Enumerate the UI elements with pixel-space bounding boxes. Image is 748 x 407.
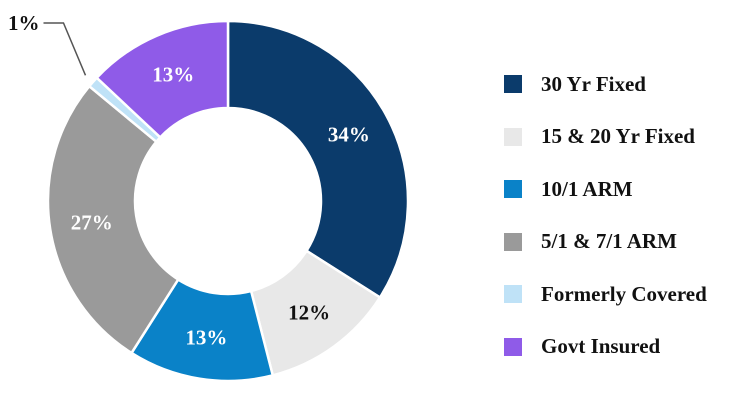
slice-label-govt-insured: 13% [152, 62, 194, 86]
legend-swatch-formerly-covered [504, 285, 522, 304]
legend-swatch-govt-insured [504, 337, 522, 356]
legend-label-formerly-covered: Formerly Covered [541, 281, 707, 306]
slice-5-1-7-1-arm [46, 84, 180, 355]
legend-item-govt-insured: Govt Insured [504, 321, 707, 374]
legend-item-30-yr-fixed: 30 Yr Fixed [504, 58, 707, 111]
legend: 30 Yr Fixed 15 & 20 Yr Fixed 10/1 ARM 5/1 &… [504, 58, 707, 373]
slice-label-10-1-arm: 13% [185, 325, 227, 349]
legend-swatch-10-1-arm [504, 180, 522, 199]
legend-swatch-5-1-7-1-arm [504, 232, 522, 251]
legend-swatch-30-yr-fixed [504, 75, 522, 94]
legend-swatch-15-20-yr-fixed [504, 127, 522, 146]
leader-line-formerly-covered [43, 22, 87, 76]
legend-item-15-20-yr-fixed: 15 & 20 Yr Fixed [504, 111, 707, 164]
legend-label-10-1-arm: 10/1 ARM [541, 176, 633, 201]
slice-label-formerly-covered: 1% [8, 11, 40, 35]
slice-label-15-20-yr-fixed: 12% [288, 301, 330, 325]
legend-item-5-1-7-1-arm: 5/1 & 7/1 ARM [504, 216, 707, 269]
legend-label-govt-insured: Govt Insured [541, 334, 661, 359]
legend-label-5-1-7-1-arm: 5/1 & 7/1 ARM [541, 229, 677, 254]
legend-item-formerly-covered: Formerly Covered [504, 268, 707, 321]
slice-label-30-yr-fixed: 34% [328, 123, 370, 147]
slice-30-yr-fixed [226, 19, 410, 300]
slice-labels-group: 34% 12% 13% 27% 1% 13% [8, 11, 370, 349]
legend-label-30-yr-fixed: 30 Yr Fixed [541, 71, 646, 96]
slice-label-5-1-7-1-arm: 27% [71, 211, 113, 235]
legend-item-10-1-arm: 10/1 ARM [504, 163, 707, 216]
legend-label-15-20-yr-fixed: 15 & 20 Yr Fixed [541, 124, 695, 149]
slice-govt-insured [95, 19, 230, 140]
slices-group [46, 19, 410, 383]
